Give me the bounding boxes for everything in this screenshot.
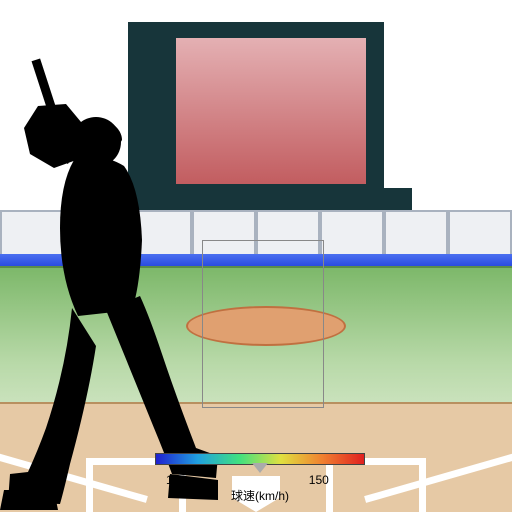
stand-section	[448, 210, 512, 256]
pitch-chart-scene: 100 150 球速(km/h)	[0, 0, 512, 512]
stand-section	[320, 210, 384, 256]
batter-silhouette-icon	[0, 58, 228, 512]
legend-ticks: 100 150	[155, 473, 365, 487]
legend-axis-label: 球速(km/h)	[150, 487, 370, 504]
legend-tick: 100	[166, 473, 186, 487]
stand-section	[384, 210, 448, 256]
legend-pointer-icon	[252, 463, 268, 473]
legend-tick: 150	[309, 473, 329, 487]
speed-legend: 100 150 球速(km/h)	[150, 453, 370, 504]
